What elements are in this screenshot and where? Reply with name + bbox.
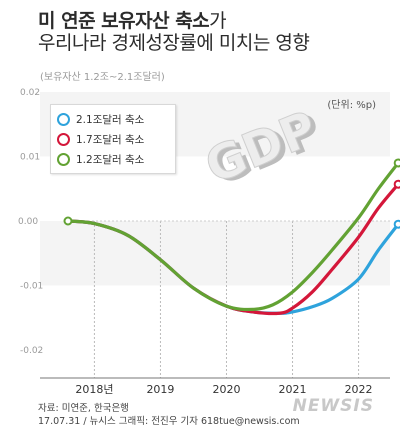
title-line2: 우리나라 경제성장률에 미치는 영향 [38, 32, 310, 54]
source-block: 자료: 미연준, 한국은행 17.07.31 / 뉴시스 그래픽: 전진우 기자… [38, 402, 300, 428]
band-mid [40, 221, 390, 286]
legend-label: 1.2조달러 축소 [76, 153, 145, 166]
legend-item-2: 1.7조달러 축소 [57, 129, 169, 149]
y-tick-label: -0.02 [20, 346, 43, 356]
newsis-watermark: NEWSIS [292, 396, 374, 416]
x-tick-label: 2020 [212, 383, 240, 396]
legend-marker [57, 112, 70, 126]
x-tick-label: 2021 [279, 383, 307, 396]
y-tick-label: -0.01 [20, 282, 43, 292]
series-end-point-2 [393, 179, 400, 189]
series-line-3 [66, 161, 400, 312]
legend-label: 2.1조달러 축소 [76, 113, 145, 126]
unit-label: (단위: %p) [327, 100, 376, 111]
legend-item-1: 2.1조달러 축소 [57, 109, 169, 129]
source-text: 자료: 미연준, 한국은행 [38, 403, 129, 414]
y-tick-label: 0.00 [18, 217, 38, 227]
x-tick-label: 2022 [345, 383, 373, 396]
legend: 2.1조달러 축소 1.7조달러 축소 1.2조달러 축소 [50, 104, 176, 174]
series-end-point-1 [393, 219, 400, 229]
y-tick-label: 0.02 [20, 88, 40, 98]
chart-title: 미 연준 보유자산 축소가 우리나라 경제성장률에 미치는 영향 [38, 10, 310, 54]
series-start-point [63, 216, 73, 226]
credit-text: 17.07.31 / 뉴시스 그래픽: 전진우 기자 618tue@newsis… [38, 416, 300, 427]
chart-subtitle: (보유자산 1.2조~2.1조달러) [40, 72, 165, 83]
y-tick-label: 0.01 [20, 153, 40, 163]
legend-marker [57, 132, 70, 146]
series-end-point-3 [393, 158, 400, 168]
legend-item-3: 1.2조달러 축소 [57, 149, 169, 169]
legend-marker [57, 152, 70, 166]
title-bold: 미 연준 보유자산 축소 [38, 10, 210, 32]
title-tail: 가 [209, 10, 227, 32]
x-tick-label: 2018년 [75, 383, 113, 396]
x-tick-label: 2019 [146, 383, 174, 396]
legend-label: 1.7조달러 축소 [76, 133, 145, 146]
